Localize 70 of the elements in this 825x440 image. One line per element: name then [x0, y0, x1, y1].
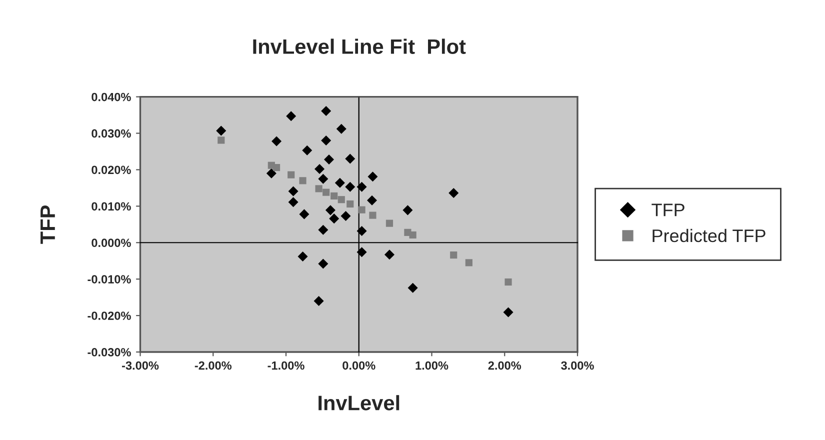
- point: [318, 258, 328, 269]
- point: [216, 126, 226, 136]
- y-tick-label: 0.010%: [92, 202, 131, 211]
- y-tick-label: 0.040%: [92, 92, 131, 102]
- point: [314, 164, 325, 174]
- point: [321, 136, 332, 146]
- x-tick-label: -1.00%: [268, 361, 304, 370]
- point: [356, 182, 367, 192]
- point: [384, 250, 394, 260]
- point: [346, 200, 354, 208]
- point: [334, 178, 345, 188]
- point: [409, 231, 416, 239]
- point: [325, 205, 336, 216]
- point: [286, 111, 296, 122]
- point: [358, 206, 366, 214]
- x-tick-label: 0.00%: [342, 361, 376, 370]
- point: [315, 185, 322, 192]
- y-tick-label: -0.010%: [88, 275, 131, 284]
- point: [408, 282, 418, 293]
- point: [356, 247, 367, 258]
- y-tick-label: 0.000%: [92, 238, 131, 248]
- point: [272, 136, 282, 146]
- point: [288, 197, 298, 208]
- point: [324, 154, 334, 165]
- point: [386, 220, 394, 227]
- y-tick-label: -0.030%: [88, 348, 131, 356]
- point: [368, 172, 378, 182]
- x-tick-label: -3.00%: [122, 361, 159, 370]
- point: [369, 212, 376, 219]
- point: [321, 106, 332, 116]
- point: [272, 164, 280, 172]
- point: [318, 174, 328, 184]
- point: [266, 168, 276, 178]
- point: [314, 296, 324, 306]
- point: [322, 188, 330, 196]
- point: [299, 177, 306, 184]
- point: [345, 154, 356, 164]
- point: [288, 171, 295, 178]
- point: [366, 195, 377, 206]
- y-axis-title: TFP: [40, 205, 55, 244]
- legend-label: TFP: [652, 204, 684, 216]
- point: [345, 182, 356, 192]
- point: [330, 192, 338, 200]
- point: [329, 214, 340, 224]
- point: [288, 186, 298, 196]
- point: [450, 251, 458, 259]
- point: [302, 145, 312, 156]
- point: [218, 136, 225, 144]
- y-tick-label: 0.030%: [92, 129, 131, 138]
- legend-label: Predicted TFP: [652, 228, 766, 242]
- x-tick-label: 3.00%: [561, 361, 594, 370]
- point: [336, 124, 346, 134]
- x-tick-label: -2.00%: [194, 361, 232, 370]
- point: [503, 307, 514, 318]
- y-tick-label: 0.020%: [92, 166, 131, 174]
- point: [298, 251, 308, 262]
- x-tick-label: 1.00%: [416, 361, 448, 370]
- x-axis-title: InvLevel: [318, 395, 400, 410]
- chart-title: InvLevel Line Fit Plot: [253, 38, 466, 54]
- point: [402, 205, 413, 216]
- x-tick-label: 2.00%: [488, 361, 522, 370]
- point: [448, 188, 459, 198]
- point: [340, 211, 351, 222]
- point: [299, 209, 310, 220]
- point: [504, 278, 512, 286]
- point: [338, 196, 345, 204]
- y-tick-label: -0.020%: [88, 312, 131, 320]
- point: [318, 224, 328, 235]
- point: [465, 259, 472, 266]
- point: [356, 226, 367, 236]
